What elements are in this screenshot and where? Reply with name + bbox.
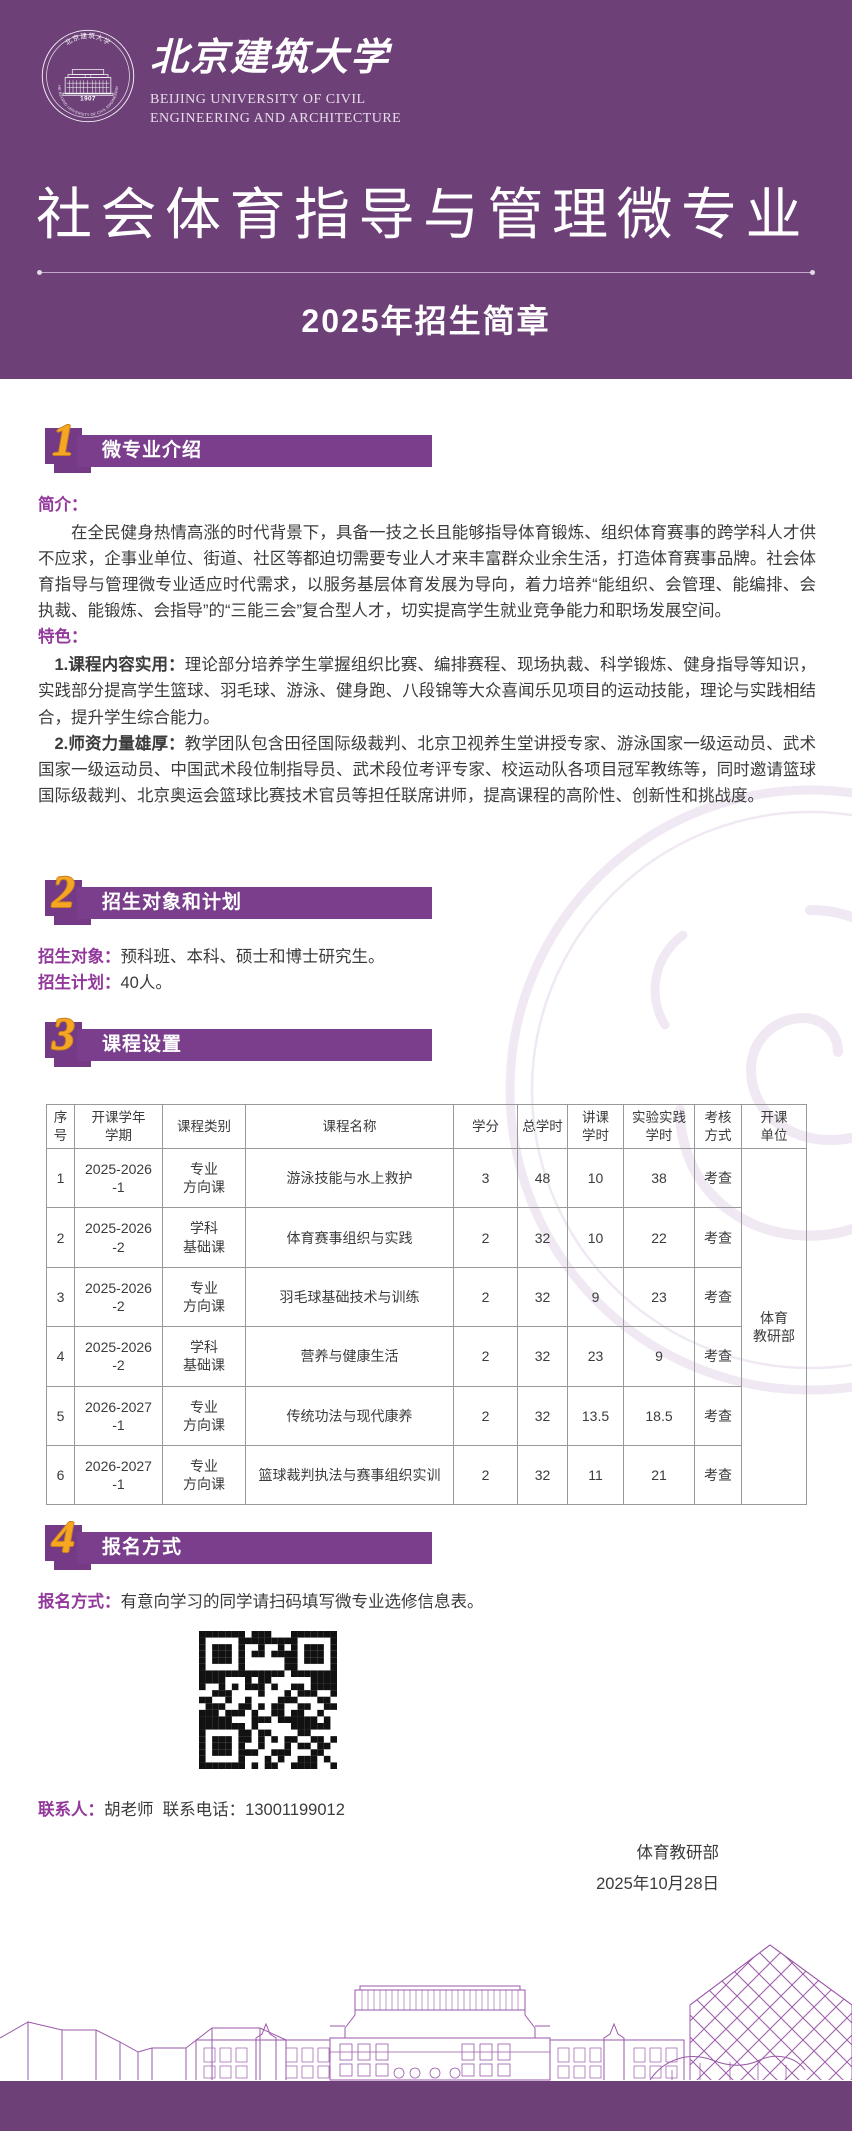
- svg-text:1907: 1907: [80, 95, 96, 102]
